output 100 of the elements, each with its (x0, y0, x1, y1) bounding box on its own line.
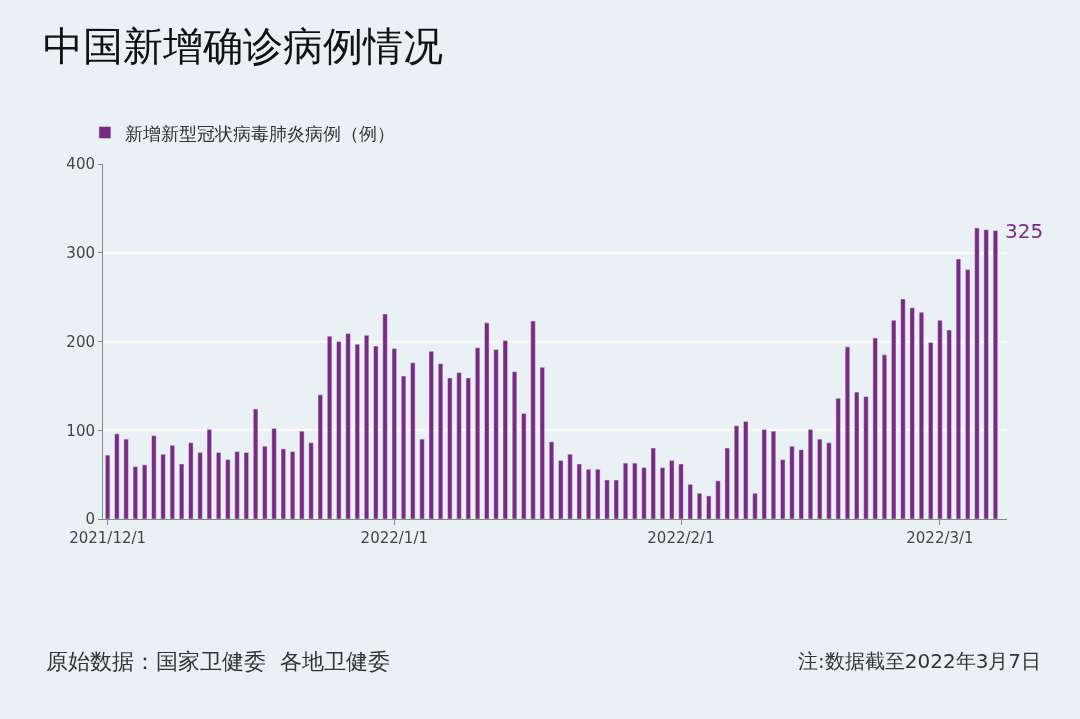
x-tick-label: 2022/3/1 (906, 529, 974, 547)
bar (280, 448, 286, 519)
bar (327, 335, 333, 519)
bar (336, 341, 342, 519)
bar (493, 349, 499, 519)
bar (132, 466, 138, 519)
bar (447, 377, 453, 519)
bar (216, 452, 222, 519)
bar (345, 333, 351, 519)
bar (234, 451, 240, 519)
x-tick-label: 2021/12/1 (69, 529, 147, 547)
bar (641, 467, 647, 519)
bar (743, 421, 749, 519)
bar (595, 469, 601, 519)
y-tick-label: 400 (66, 155, 95, 174)
bar (576, 463, 582, 519)
y-tick-label: 200 (66, 332, 95, 351)
bar (780, 459, 786, 519)
bar (188, 442, 194, 519)
bar (992, 230, 998, 519)
bar (983, 229, 989, 519)
bar (474, 347, 481, 519)
bar (253, 408, 259, 519)
bar (160, 453, 166, 519)
x-tick-label: 2022/2/1 (647, 529, 715, 547)
y-tick-label: 300 (66, 244, 95, 262)
bar (613, 479, 619, 519)
bar (465, 377, 471, 519)
bar (511, 371, 518, 519)
bar (937, 319, 943, 519)
bar (659, 467, 666, 519)
bar (854, 391, 860, 519)
bar (558, 460, 564, 519)
bar (974, 227, 980, 519)
bar (419, 438, 425, 519)
bar (373, 345, 379, 519)
bar (965, 269, 971, 519)
bar (354, 343, 360, 519)
annotation: 325 (1005, 219, 1044, 243)
bar (706, 495, 712, 519)
bar (299, 430, 305, 519)
bar (789, 445, 795, 519)
y-tick-label: 0 (85, 510, 95, 529)
bar (891, 319, 897, 519)
bar (770, 430, 777, 519)
legend-label: 新增新型冠状病毒肺炎病例（例） (124, 122, 395, 144)
bar (622, 462, 629, 519)
bar (382, 313, 388, 519)
bar (826, 442, 832, 519)
bar (271, 428, 277, 519)
bar (844, 346, 851, 519)
bar (900, 298, 906, 519)
bar (197, 452, 203, 519)
chart-title: 中国新增确诊病例情况 (43, 23, 444, 70)
bar (484, 322, 490, 519)
bar (179, 463, 185, 519)
bar (669, 460, 675, 519)
bar (872, 337, 878, 519)
bar (687, 484, 693, 519)
bar (798, 449, 804, 519)
bar (863, 396, 869, 519)
bar (955, 258, 962, 519)
bar (114, 433, 120, 519)
bar (308, 442, 314, 519)
bar (437, 363, 444, 519)
bar (567, 453, 573, 519)
bar (761, 429, 767, 519)
bar (262, 445, 268, 519)
text: 注:数据截至2022年3月7日 (798, 649, 1042, 673)
bar (169, 445, 175, 519)
bar (807, 429, 814, 519)
bar (696, 493, 703, 519)
bar (724, 447, 730, 519)
bar (678, 463, 684, 519)
x-tick-label: 2022/1/1 (360, 529, 428, 547)
y-tick-label: 100 (66, 421, 95, 440)
bar (401, 375, 407, 519)
bar (928, 342, 934, 519)
bar (530, 320, 536, 519)
bar (715, 480, 721, 519)
bar (632, 462, 638, 519)
bar (206, 429, 212, 519)
bar (123, 438, 129, 519)
bar (752, 493, 758, 519)
bar (428, 351, 434, 519)
bar (918, 311, 925, 519)
bar (410, 362, 416, 519)
bar (881, 354, 888, 519)
bar (502, 340, 508, 519)
bar (142, 464, 148, 519)
bar (909, 307, 915, 519)
bar (733, 425, 740, 519)
bar (548, 441, 555, 519)
bar (650, 447, 656, 519)
bar (539, 366, 545, 519)
bar (364, 335, 370, 519)
bar (243, 452, 249, 519)
bar (835, 398, 841, 519)
bar (946, 329, 952, 519)
text: 原始数据：国家卫健委 各地卫健委 (46, 649, 390, 674)
